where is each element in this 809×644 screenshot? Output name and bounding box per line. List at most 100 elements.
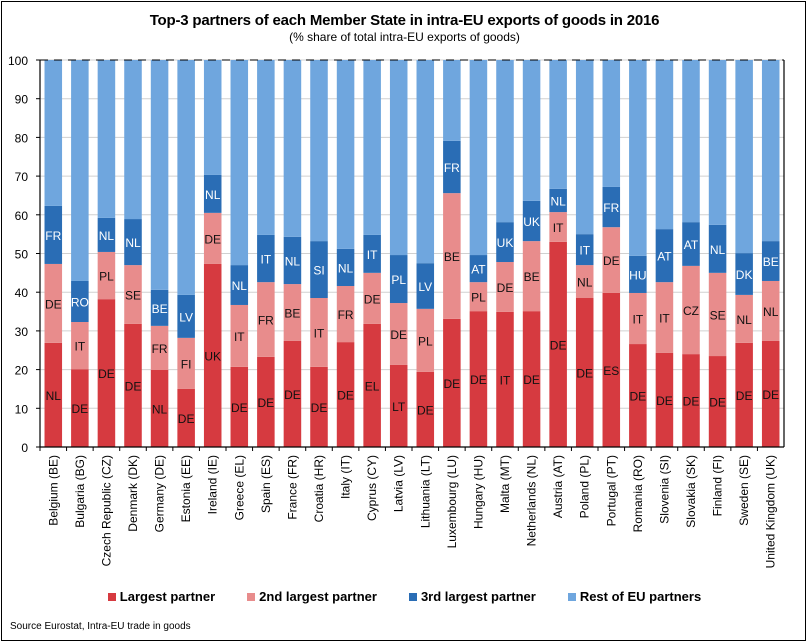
x-tick-label: Slovenia (SI) bbox=[657, 455, 671, 524]
bar-segment-rest bbox=[469, 60, 488, 256]
bar-segment-largest bbox=[389, 364, 408, 447]
bar-segment-largest bbox=[177, 388, 195, 447]
bar-segment-largest bbox=[496, 311, 514, 447]
x-tick-label: Bulgaria (BG) bbox=[73, 455, 87, 528]
segment-label: DE bbox=[550, 338, 567, 352]
x-tick-label: Ireland (IE) bbox=[206, 455, 220, 514]
bar-segment-largest bbox=[629, 344, 647, 447]
bar-segment-second bbox=[761, 280, 780, 341]
segment-label: NL bbox=[205, 188, 221, 202]
bar-segment-third bbox=[203, 174, 222, 213]
x-tick-label: Hungary (HU) bbox=[471, 455, 485, 529]
segment-label: NL bbox=[232, 279, 248, 293]
bar-segment-rest bbox=[283, 60, 302, 237]
legend-item-rest: Rest of EU partners bbox=[567, 589, 701, 604]
x-tick-label: Latvia (LV) bbox=[392, 455, 406, 512]
segment-label: DE bbox=[736, 389, 753, 403]
bar-segment-third bbox=[283, 236, 302, 285]
bar-segment-largest bbox=[682, 354, 700, 447]
bar-segment-largest bbox=[310, 366, 328, 447]
bar-segment-rest bbox=[575, 60, 594, 235]
y-tick-label: 90 bbox=[15, 93, 29, 107]
segment-label: NL bbox=[152, 402, 168, 416]
segment-label: FR bbox=[444, 161, 460, 175]
bar-segment-rest bbox=[363, 60, 381, 235]
bar-segment-second bbox=[44, 263, 63, 343]
y-axis-ticks: 0 10 20 30 40 50 60 70 80 90 100 bbox=[8, 54, 40, 455]
bar-segment-second bbox=[124, 265, 142, 324]
segment-label: NL bbox=[710, 243, 726, 257]
bar-segment-rest bbox=[761, 60, 780, 242]
bar-segment-third bbox=[443, 140, 461, 194]
segment-label: IT bbox=[75, 340, 86, 354]
legend-swatch-icon bbox=[247, 592, 256, 601]
segment-label: CZ bbox=[683, 304, 699, 318]
legend-label: Largest partner bbox=[119, 589, 216, 604]
bar-segment-rest bbox=[602, 60, 621, 187]
bar-segment-second bbox=[469, 282, 488, 312]
segment-label: FR bbox=[152, 342, 168, 356]
x-tick-label: Finland (FI) bbox=[711, 455, 725, 516]
segment-label: BE bbox=[152, 302, 168, 316]
bar-segment-largest bbox=[230, 366, 249, 447]
segment-label: NL bbox=[125, 236, 141, 250]
bar-segment-third bbox=[655, 229, 674, 283]
segment-label: NL bbox=[577, 276, 593, 290]
bar-segment-second bbox=[389, 303, 408, 365]
source-note: Source Eurostat, Intra-EU trade in goods bbox=[10, 621, 191, 632]
segment-label: DE bbox=[444, 377, 461, 391]
bar-segment-second bbox=[283, 284, 302, 341]
segment-label: ES bbox=[603, 364, 619, 378]
bar-segment-second bbox=[177, 337, 195, 389]
bar-segment-second bbox=[257, 282, 275, 357]
bar-segment-third bbox=[363, 234, 381, 273]
bar-segment-rest bbox=[735, 60, 753, 254]
bar-segment-third bbox=[44, 205, 63, 264]
segment-label: NL bbox=[285, 254, 301, 268]
bar-segment-rest bbox=[177, 60, 195, 295]
y-tick-label: 60 bbox=[15, 209, 29, 223]
segment-label: HU bbox=[629, 268, 646, 282]
segment-label: IT bbox=[314, 326, 325, 340]
segment-label: DE bbox=[603, 254, 620, 268]
bar-segment-rest bbox=[230, 60, 249, 266]
bar-segment-third bbox=[389, 255, 408, 304]
segment-label: DE bbox=[204, 232, 221, 246]
segment-label: DE bbox=[178, 412, 195, 426]
segment-label: NL bbox=[763, 305, 779, 319]
bar-segment-second bbox=[203, 212, 222, 264]
bar-segment-rest bbox=[522, 60, 541, 201]
segment-label: DE bbox=[364, 292, 381, 306]
segment-label: DE bbox=[762, 388, 779, 402]
bar-segment-third bbox=[310, 241, 328, 299]
bars bbox=[44, 60, 780, 447]
segment-label: LV bbox=[179, 310, 193, 324]
bar-segment-second bbox=[443, 193, 461, 319]
bar-segment-third bbox=[336, 248, 355, 287]
bar-segment-largest bbox=[336, 342, 355, 447]
bar-segment-largest bbox=[443, 318, 461, 447]
y-tick-label: 50 bbox=[15, 248, 29, 262]
bar-segment-largest bbox=[575, 298, 594, 447]
x-tick-label: Lithuania (LT) bbox=[418, 455, 432, 528]
segment-label: FR bbox=[258, 313, 274, 327]
bar-segment-rest bbox=[124, 60, 142, 220]
segment-label: DE bbox=[45, 297, 62, 311]
segment-label: PL bbox=[418, 334, 433, 348]
y-tick-label: 30 bbox=[15, 325, 29, 339]
bar-segment-second bbox=[363, 272, 381, 324]
segment-label: FR bbox=[45, 229, 61, 243]
segment-label: SE bbox=[710, 308, 726, 322]
bar-segment-largest bbox=[735, 342, 753, 447]
legend-label: 2nd largest partner bbox=[259, 589, 377, 604]
bar-segment-rest bbox=[496, 60, 514, 223]
bar-segment-largest bbox=[469, 311, 488, 447]
x-tick-label: United Kingdom (UK) bbox=[764, 455, 778, 568]
segment-label: DE bbox=[683, 395, 700, 409]
bar-segment-third bbox=[708, 224, 727, 273]
y-tick-label: 0 bbox=[21, 441, 28, 455]
x-tick-label: Portugal (PT) bbox=[604, 455, 618, 526]
bar-segment-second bbox=[735, 294, 753, 343]
bar-segment-third bbox=[549, 188, 567, 213]
